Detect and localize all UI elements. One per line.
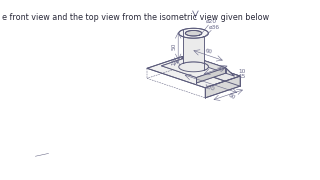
Polygon shape: [179, 28, 208, 38]
Polygon shape: [182, 57, 240, 86]
Polygon shape: [183, 28, 208, 70]
Text: 50: 50: [172, 42, 177, 50]
Polygon shape: [147, 57, 240, 88]
Polygon shape: [162, 56, 226, 78]
Polygon shape: [182, 56, 191, 62]
Text: 60: 60: [204, 48, 212, 55]
Polygon shape: [191, 56, 226, 73]
Polygon shape: [185, 30, 202, 36]
Text: ø36: ø36: [208, 25, 220, 30]
Polygon shape: [196, 68, 226, 83]
Text: 15: 15: [171, 58, 176, 65]
Polygon shape: [226, 68, 234, 76]
Polygon shape: [179, 62, 208, 72]
Polygon shape: [205, 76, 240, 98]
Text: 60: 60: [228, 93, 236, 101]
Text: 100: 100: [203, 84, 215, 91]
Text: 40: 40: [215, 66, 224, 74]
Text: ø20: ø20: [205, 19, 217, 24]
Text: 10: 10: [239, 69, 246, 74]
Text: e front view and the top view from the isometric view given below: e front view and the top view from the i…: [2, 13, 269, 22]
Text: 15: 15: [239, 74, 246, 79]
